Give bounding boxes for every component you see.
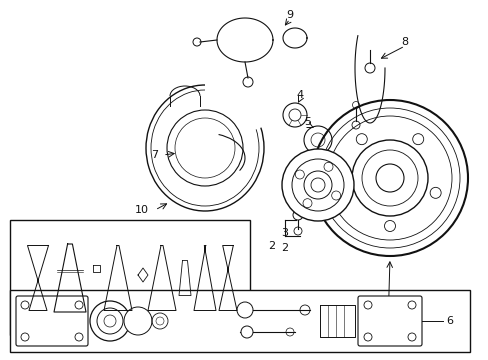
Text: 7: 7: [151, 150, 158, 160]
Text: 6: 6: [446, 316, 452, 326]
Bar: [10, 290, 469, 352]
Text: 8: 8: [401, 37, 408, 47]
Text: 3: 3: [281, 228, 288, 238]
Text: 10: 10: [135, 205, 149, 215]
FancyBboxPatch shape: [16, 296, 88, 346]
Text: 2: 2: [281, 243, 288, 253]
Bar: [10, 220, 249, 335]
Text: 9: 9: [286, 10, 293, 20]
Circle shape: [241, 326, 252, 338]
Circle shape: [124, 307, 152, 335]
Circle shape: [282, 149, 353, 221]
Text: 4: 4: [296, 90, 303, 100]
Circle shape: [237, 302, 252, 318]
Text: 5: 5: [304, 117, 311, 127]
Text: 1: 1: [384, 325, 391, 335]
FancyBboxPatch shape: [357, 296, 421, 346]
Text: 2: 2: [268, 241, 275, 251]
Circle shape: [90, 301, 130, 341]
